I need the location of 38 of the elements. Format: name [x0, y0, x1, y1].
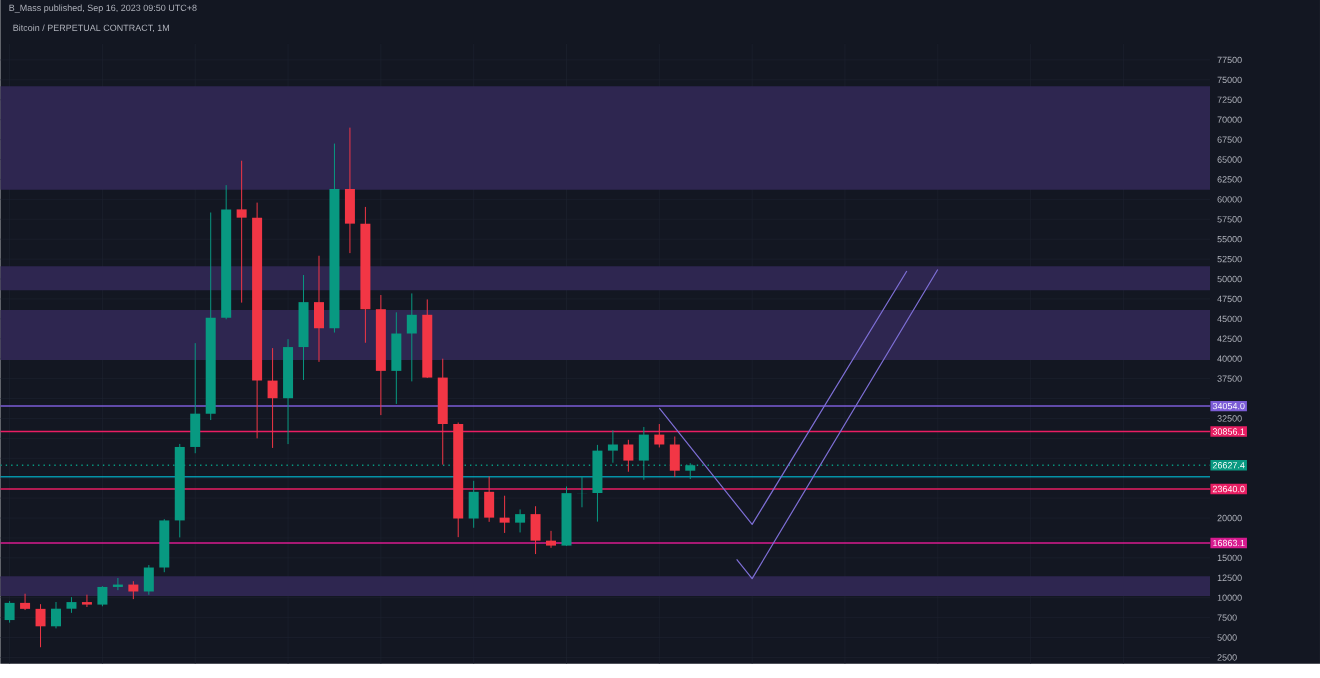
- candlestick: [97, 585, 108, 608]
- candlestick: [638, 426, 649, 481]
- candlestick: [35, 603, 46, 648]
- candlestick: [391, 312, 402, 405]
- candlestick: [329, 143, 340, 334]
- candlestick: [360, 206, 371, 344]
- candlestick: [283, 338, 294, 445]
- candlestick: [252, 202, 263, 440]
- candlestick: [81, 594, 92, 608]
- candlestick: [344, 127, 355, 254]
- candlestick: [159, 518, 170, 573]
- candlestick: [499, 495, 510, 534]
- candlestick: [298, 274, 309, 381]
- candlestick: [190, 342, 201, 454]
- candlestick: [313, 255, 324, 363]
- candlestick: [515, 509, 526, 534]
- candlestick: [530, 505, 541, 555]
- candlestick: [375, 294, 386, 416]
- candlestick: [143, 564, 154, 596]
- candlestick: [20, 593, 31, 611]
- candlestick: [669, 436, 680, 478]
- candlestick: [654, 423, 665, 449]
- candlestick: [561, 486, 572, 547]
- candlestick: [422, 299, 433, 379]
- candlestick: [607, 430, 618, 464]
- candlestick: [484, 476, 495, 523]
- candlestick: [406, 293, 417, 383]
- candlestick: [267, 347, 278, 449]
- candlestick: [221, 184, 232, 320]
- candlestick: [437, 358, 448, 466]
- candlestick: [4, 600, 15, 624]
- candlestick: [453, 422, 464, 538]
- candlestick: [236, 160, 247, 304]
- candlestick: [51, 601, 62, 630]
- candlestick: [623, 439, 634, 473]
- candlestick: [468, 480, 479, 529]
- candlestick: [205, 212, 216, 421]
- candlestick: [546, 530, 557, 549]
